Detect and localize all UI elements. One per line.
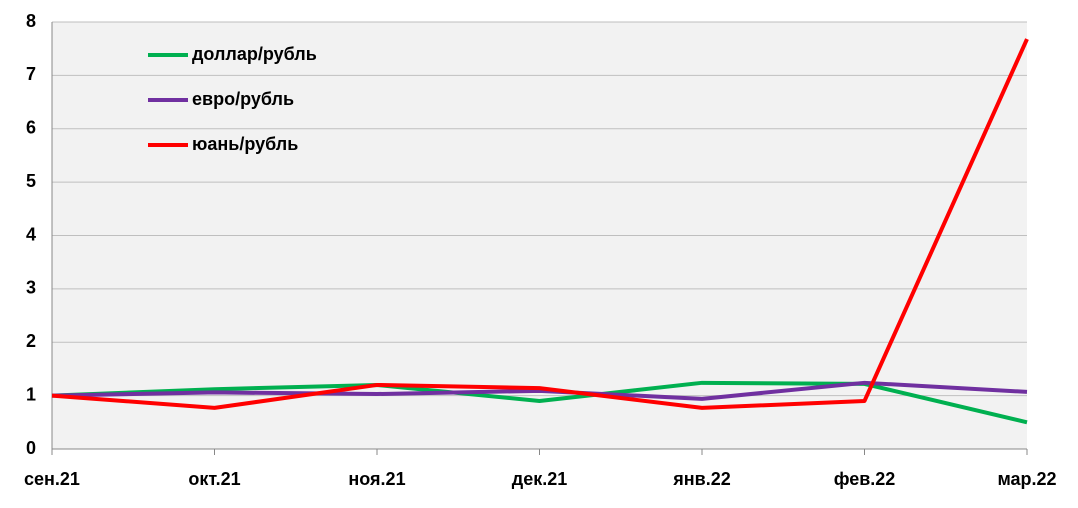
x-tick-label: янв.22 (672, 469, 730, 489)
legend-label: доллар/рубль (192, 44, 317, 64)
x-tick-label: ноя.21 (348, 469, 405, 489)
y-tick-label: 2 (26, 331, 36, 351)
series-line (51, 38, 1029, 410)
legend-label: евро/рубль (192, 89, 294, 109)
y-tick-label: 6 (26, 118, 36, 138)
x-tick-label: окт.21 (188, 469, 240, 489)
legend-label: юань/рубль (192, 134, 298, 154)
y-tick-label: 5 (26, 171, 36, 191)
y-tick-label: 3 (26, 278, 36, 298)
y-tick-label: 1 (26, 384, 36, 404)
x-tick-label: мар.22 (997, 469, 1056, 489)
series-line (51, 380, 1028, 401)
y-tick-label: 8 (26, 11, 36, 31)
x-tick-label: сен.21 (24, 469, 80, 489)
x-tick-label: дек.21 (512, 469, 567, 489)
x-tick-label: фев.22 (834, 469, 896, 489)
y-tick-label: 7 (26, 64, 36, 84)
y-tick-label: 0 (26, 438, 36, 458)
y-tick-label: 4 (26, 224, 36, 244)
